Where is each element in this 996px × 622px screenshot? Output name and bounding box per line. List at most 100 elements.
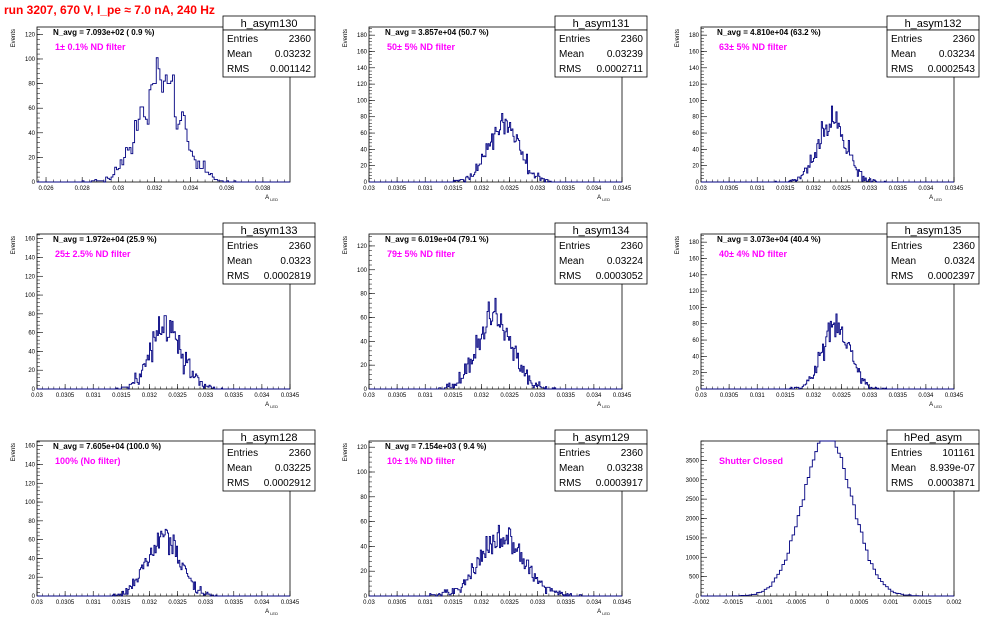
filter-label: 40± 4% ND filter bbox=[719, 249, 787, 259]
x-tick-label: 0.031 bbox=[418, 393, 434, 399]
y-tick-label: 100 bbox=[357, 98, 368, 104]
histogram-line bbox=[369, 297, 622, 390]
histogram-line bbox=[37, 315, 290, 390]
y-tick-label: 0 bbox=[364, 594, 368, 600]
y-tick-label: 20 bbox=[28, 368, 35, 374]
x-tick-label: 0.0305 bbox=[56, 600, 75, 606]
y-tick-label: 100 bbox=[689, 305, 700, 311]
x-tick-label: 0.0345 bbox=[945, 393, 964, 399]
y-tick-label: 140 bbox=[357, 66, 368, 72]
x-tick-label: 0.031 bbox=[418, 600, 434, 606]
stats-rms-value: 0.0002397 bbox=[928, 271, 976, 282]
y-tick-label: 160 bbox=[25, 444, 36, 450]
stats-hist-name: h_asym128 bbox=[241, 432, 298, 444]
x-tick-label: 0.0345 bbox=[281, 393, 300, 399]
stats-rms-value: 0.001142 bbox=[270, 64, 311, 75]
stats-rms-label: RMS bbox=[559, 271, 582, 282]
histogram-svg: 0.03 0.0305 0.031 0.0315 0.032 0.0325 0.033 0.0… bbox=[675, 15, 980, 202]
plot-frame bbox=[368, 440, 623, 597]
y-tick-label: 140 bbox=[689, 66, 700, 72]
y-tick-label: 140 bbox=[25, 255, 36, 261]
y-tick-label: 100 bbox=[689, 98, 700, 104]
y-tick-label: 60 bbox=[360, 131, 367, 137]
filter-label: 50± 5% ND filter bbox=[387, 42, 455, 52]
x-tick-label: 0.0335 bbox=[889, 186, 908, 192]
stats-mean-label: Mean bbox=[891, 463, 916, 474]
stats-entries-value: 2360 bbox=[289, 241, 312, 252]
plot-frame bbox=[36, 233, 291, 390]
x-tick-label: 0.032 bbox=[142, 393, 158, 399]
y-axis-title: Events bbox=[343, 236, 349, 254]
y-tick-label: 180 bbox=[357, 33, 368, 39]
x-tick-label: 0.0325 bbox=[832, 186, 851, 192]
y-tick-label: 20 bbox=[692, 371, 699, 377]
stats-rms-label: RMS bbox=[227, 64, 250, 75]
histogram-line bbox=[701, 440, 954, 597]
x-tick-label: 0.0305 bbox=[720, 393, 739, 399]
y-tick-label: 40 bbox=[360, 544, 367, 550]
y-tick-label: 100 bbox=[357, 268, 368, 274]
y-tick-label: 120 bbox=[357, 445, 368, 451]
y-tick-label: 140 bbox=[689, 273, 700, 279]
x-axis-title: A LED bbox=[597, 609, 610, 616]
y-tick-label: 80 bbox=[360, 495, 367, 501]
stats-mean-label: Mean bbox=[891, 256, 916, 267]
stats-rms-value: 0.0002912 bbox=[264, 478, 312, 489]
histogram-line bbox=[37, 528, 290, 597]
x-tick-label: 0.0325 bbox=[832, 393, 851, 399]
stats-rms-value: 0.0003871 bbox=[928, 478, 976, 489]
stats-entries-label: Entries bbox=[559, 241, 590, 252]
y-tick-label: 0 bbox=[364, 180, 368, 186]
plot-frame bbox=[368, 26, 623, 183]
x-tick-label: 0.002 bbox=[946, 600, 962, 606]
y-tick-label: 120 bbox=[357, 244, 368, 250]
x-tick-label: 0.034 bbox=[918, 393, 934, 399]
stats-mean-value: 0.03224 bbox=[607, 256, 644, 267]
y-tick-label: 1000 bbox=[686, 555, 700, 561]
x-axis-title: A LED bbox=[597, 195, 610, 202]
x-tick-label: 0.0325 bbox=[500, 186, 519, 192]
stats-box bbox=[222, 236, 316, 285]
x-tick-label: 0.03 bbox=[695, 186, 707, 192]
stats-entries-label: Entries bbox=[227, 241, 258, 252]
x-axis-title: A LED bbox=[929, 402, 942, 409]
y-tick-label: 160 bbox=[357, 49, 368, 55]
run-title: run 3207, 670 V, I_pe ≈ 7.0 nA, 240 Hz bbox=[4, 3, 215, 17]
x-tick-label: 0.034 bbox=[586, 186, 602, 192]
y-tick-label: 120 bbox=[689, 289, 700, 295]
histogram-panel-h_asym133: 0.03 0.0305 0.031 0.0315 0.032 0.0325 0.033 0.0… bbox=[0, 207, 332, 414]
stats-box bbox=[886, 29, 980, 78]
x-tick-label: 0.033 bbox=[530, 393, 546, 399]
y-tick-label: 0 bbox=[32, 387, 36, 393]
navg-label: N_avg = 7.605e+04 (100.0 %) bbox=[53, 442, 161, 451]
stats-rms-value: 0.0002711 bbox=[596, 64, 643, 75]
y-tick-label: 80 bbox=[692, 115, 699, 121]
x-tick-label: 0.0335 bbox=[225, 393, 244, 399]
histogram-svg: 0.026 0.028 0.03 0.032 0.034 0.036 0.038 0 20 40 6… bbox=[11, 15, 316, 202]
y-tick-label: 160 bbox=[25, 237, 36, 243]
histogram-line bbox=[369, 113, 622, 183]
navg-label: N_avg = 7.093e+02 ( 0.9 %) bbox=[53, 28, 155, 37]
stats-entries-value: 2360 bbox=[621, 448, 644, 459]
x-tick-label: 0.033 bbox=[862, 186, 878, 192]
x-tick-label: 0.031 bbox=[86, 393, 102, 399]
x-tick-label: 0.0345 bbox=[613, 393, 632, 399]
stats-hist-name: h_asym135 bbox=[905, 225, 962, 237]
navg-label: N_avg = 3.073e+04 (40.4 %) bbox=[717, 235, 821, 244]
y-tick-label: 60 bbox=[360, 315, 367, 321]
stats-entries-value: 2360 bbox=[621, 241, 644, 252]
histogram-svg: 0.03 0.0305 0.031 0.0315 0.032 0.0325 0.033 0.0… bbox=[11, 222, 316, 409]
x-tick-label: 0.03 bbox=[363, 393, 375, 399]
x-tick-label: -0.0005 bbox=[786, 600, 807, 606]
y-tick-label: 160 bbox=[689, 49, 700, 55]
stats-hist-name: h_asym130 bbox=[241, 18, 298, 30]
y-tick-label: 180 bbox=[689, 33, 700, 39]
y-tick-label: 20 bbox=[360, 363, 367, 369]
y-tick-label: 80 bbox=[360, 115, 367, 121]
x-tick-label: 0.0305 bbox=[388, 393, 407, 399]
y-tick-label: 40 bbox=[692, 147, 699, 153]
stats-mean-label: Mean bbox=[559, 256, 584, 267]
x-tick-label: 0.0305 bbox=[56, 393, 75, 399]
x-tick-label: 0.03 bbox=[31, 393, 43, 399]
filter-label: Shutter Closed bbox=[719, 456, 783, 466]
